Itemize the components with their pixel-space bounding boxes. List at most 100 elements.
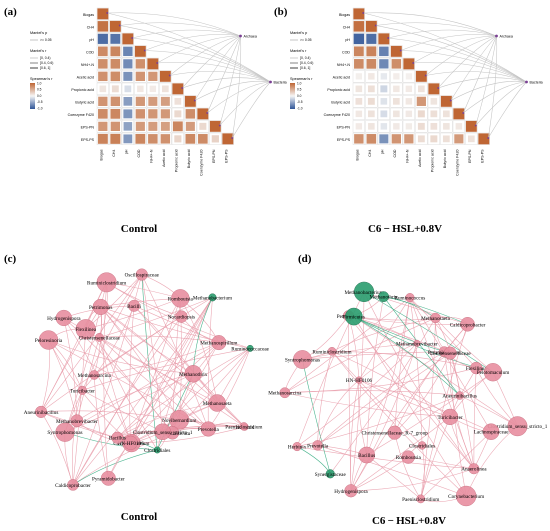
panel-d-network: Clostridium_sensu_stricto_1Lachnospirace… (268, 281, 548, 507)
network-node-label: Methanobrevibacter (56, 419, 98, 425)
variable-dot (424, 74, 427, 77)
network-edge (180, 298, 218, 404)
heatmap-cell (134, 45, 146, 57)
heatmap-row-label: Propionic acid (327, 88, 350, 92)
heatmap-cell (110, 121, 121, 132)
network-node-label: Clostridium_sensu_stricto_1 (488, 424, 548, 430)
heatmap-cell (160, 96, 170, 106)
network-node-label: Turicibacter (70, 388, 95, 394)
network-node-label: Paenisclostridium (225, 424, 262, 430)
variable-dot (106, 12, 109, 14)
network-edge (317, 379, 360, 446)
network-edge (108, 297, 213, 479)
network-edge (40, 297, 213, 413)
legend-item: [0.6, 1] (40, 66, 50, 70)
mantel-link (157, 62, 271, 83)
network-node (111, 431, 124, 444)
heatmap-cell (416, 96, 426, 106)
network-edge (350, 291, 365, 491)
heatmap-row-label: Coenzyme F420 (68, 113, 94, 117)
network-node-label: Firmicutes (343, 315, 365, 321)
group-node (269, 80, 272, 84)
network-node-label: Aneurinibacillus (442, 394, 477, 400)
heatmap-cell (354, 59, 364, 69)
network-node (507, 416, 528, 437)
heatmap-col-label: NH4+-N (150, 149, 154, 162)
network-node (325, 469, 335, 479)
legend-tick: 1.0 (37, 82, 42, 86)
panel-a-letter: (a) (4, 6, 17, 18)
heatmap-cell (222, 133, 234, 145)
network-node-label: Bacillus (109, 436, 126, 442)
heatmap-row-label: Acetic acid (77, 76, 94, 80)
heatmap-cell (393, 98, 400, 105)
network-edge (99, 337, 132, 444)
heatmap-cell (366, 134, 377, 144)
network-node-label: Christensenellaceae_R-7_group (362, 431, 429, 437)
network-edge (358, 379, 492, 432)
network-edge (350, 324, 468, 491)
mantel-link (375, 25, 527, 83)
mantel-link (219, 81, 271, 126)
network-node-label: Anaerolinea (461, 467, 487, 473)
mantel-link (169, 71, 271, 83)
network-node-label: Oscillospiraceae (125, 273, 160, 279)
network-node (211, 335, 227, 351)
legend-title: Mantel's p (30, 31, 47, 35)
heatmap-cell (123, 46, 133, 57)
heatmap-cell (124, 85, 132, 93)
heatmap-cell (353, 46, 364, 57)
heatmap-col-label: EPS-PS (481, 149, 485, 163)
variable-dot (449, 99, 452, 102)
heatmap-col-label: COD (393, 149, 397, 157)
network-node-label: Ruminiclostridium (312, 349, 351, 355)
mantel-link (132, 37, 271, 83)
heatmap-cell (185, 121, 195, 131)
network-edge (100, 306, 194, 375)
heatmap-cell (440, 95, 452, 107)
group-node (495, 34, 498, 38)
network-node (345, 307, 363, 326)
mantel-link (157, 35, 241, 64)
heatmap-cell (135, 121, 145, 131)
mantel-link (194, 80, 271, 101)
network-edge (297, 446, 474, 470)
mantel-link (400, 34, 497, 51)
network-edge (41, 410, 180, 421)
network-node-label: Caldicoprobacter (55, 483, 91, 489)
heatmap-cell (199, 122, 207, 130)
network-node (70, 414, 84, 428)
heatmap-cell (148, 109, 158, 119)
heatmap-cell (135, 96, 145, 106)
heatmap-col-label: Acetic acid (418, 150, 422, 167)
network-edge (284, 317, 436, 393)
legend-colorbar (30, 83, 35, 109)
network-edge (63, 317, 132, 444)
heatmap-cell (380, 73, 388, 80)
heatmap-cell (366, 46, 377, 57)
mantel-link (119, 25, 271, 83)
heatmap-col-label: EPS-PN (468, 149, 472, 163)
heatmap-cell (172, 83, 184, 95)
heatmap-cell (368, 123, 375, 130)
panel-b-letter: (b) (274, 6, 288, 18)
network-node (77, 385, 87, 395)
network-node-label: Prevotella (198, 427, 220, 433)
heatmap-col-label: EPS-PS (225, 149, 229, 163)
heatmap-cell (98, 121, 108, 131)
mantel-link (438, 35, 497, 89)
heatmap-cell (353, 8, 365, 20)
network-node-label: Bacilli (127, 304, 141, 310)
heatmap-col-label: Acetic acid (162, 150, 166, 167)
network-node-label: Methanobrevibacter (396, 341, 438, 347)
heatmap-row-label: EPS-PS (81, 138, 95, 142)
mantel-link (425, 71, 527, 83)
network-edge (366, 371, 494, 456)
network-node (327, 347, 337, 356)
network-edge (449, 353, 475, 469)
network-node-label: Syntrophomonas (285, 358, 320, 364)
network-node (208, 293, 217, 302)
variable-dot (399, 49, 402, 52)
network-node (441, 408, 459, 426)
network-node-label: Hydrogenispora (334, 489, 368, 495)
